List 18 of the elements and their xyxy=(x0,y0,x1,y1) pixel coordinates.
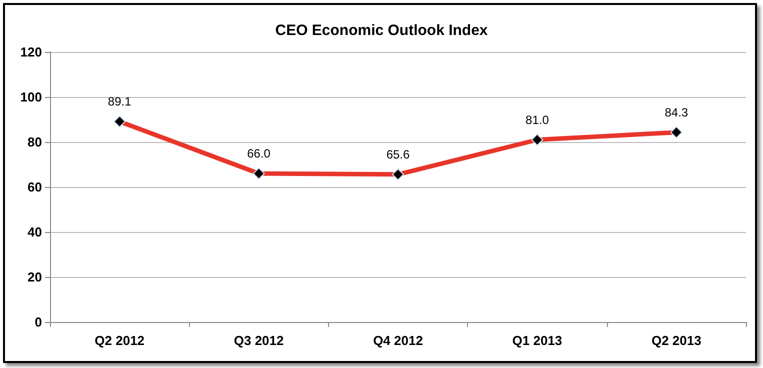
y-tick-label: 0 xyxy=(34,314,42,330)
chart-title: CEO Economic Outlook Index xyxy=(275,22,488,39)
y-tick-label: 120 xyxy=(20,44,42,60)
x-tick-label: Q2 2013 xyxy=(651,333,702,348)
y-tick-label: 100 xyxy=(20,90,42,104)
data-label: 84.3 xyxy=(664,105,688,120)
y-tick-label: 20 xyxy=(28,270,42,284)
data-label: 81.0 xyxy=(526,112,550,127)
y-tick-label: 40 xyxy=(28,224,42,240)
data-label: 66.0 xyxy=(247,146,271,160)
y-tick-label: 80 xyxy=(28,134,42,150)
x-tick-label: Q3 2012 xyxy=(234,333,284,348)
x-tick-label: Q4 2012 xyxy=(373,333,423,348)
data-label: 65.6 xyxy=(386,147,410,162)
x-tick-label: Q1 2013 xyxy=(512,333,562,348)
x-tick-label: Q2 2012 xyxy=(94,333,145,348)
y-tick-label: 60 xyxy=(28,180,42,194)
data-label: 89.1 xyxy=(108,94,132,109)
